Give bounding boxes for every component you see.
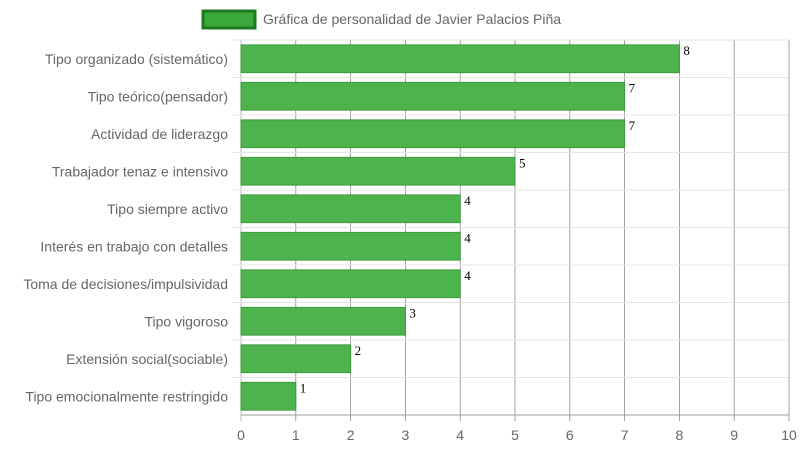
category-label: Tipo vigoroso [144, 313, 228, 329]
x-tick-label: 8 [676, 427, 684, 443]
x-tick-label: 10 [781, 427, 797, 443]
data-label: 4 [464, 193, 471, 208]
x-tick-label: 0 [237, 427, 245, 443]
data-label: 8 [683, 43, 690, 58]
category-label: Tipo teórico(pensador) [88, 88, 228, 104]
bar[interactable] [240, 306, 406, 336]
category-label: Trabajador tenaz e intensivo [52, 163, 228, 179]
data-label: 2 [355, 343, 362, 358]
data-label: 4 [464, 230, 471, 245]
data-label: 1 [300, 380, 307, 395]
x-axis-ticks: 0 1 2 3 4 5 6 7 8 9 10 [237, 427, 797, 443]
bar[interactable] [240, 231, 461, 261]
x-tick-label: 2 [347, 427, 355, 443]
legend-swatch[interactable] [201, 9, 257, 30]
bar[interactable] [240, 44, 680, 74]
x-tick-label: 5 [511, 427, 519, 443]
bar[interactable] [240, 269, 461, 299]
category-label: Tipo emocionalmente restringido [25, 388, 228, 404]
bar[interactable] [240, 344, 352, 374]
x-tick-label: 4 [456, 427, 464, 443]
bar[interactable] [240, 194, 461, 224]
category-label: Toma de decisiones/impulsividad [23, 276, 228, 292]
data-label: 3 [409, 305, 416, 320]
data-labels: 8 7 7 5 4 4 4 3 2 1 [300, 43, 690, 396]
category-label: Interés en trabajo con detalles [40, 238, 228, 254]
data-label: 5 [519, 155, 526, 170]
data-label: 4 [464, 268, 471, 283]
x-tick-label: 7 [621, 427, 629, 443]
category-labels: Tipo organizado (sistemático) Tipo teóric… [23, 51, 228, 405]
bars [240, 44, 680, 411]
x-tick-label: 9 [730, 427, 738, 443]
bar[interactable] [240, 81, 626, 111]
x-tick-label: 3 [402, 427, 410, 443]
data-label: 7 [629, 80, 636, 95]
category-label: Tipo organizado (sistemático) [45, 51, 228, 67]
legend-label[interactable]: Gráfica de personalidad de Javier Palaci… [263, 11, 561, 27]
x-tick-label: 6 [566, 427, 574, 443]
category-label: Tipo siempre activo [107, 201, 228, 217]
bar[interactable] [240, 381, 297, 411]
legend[interactable]: Gráfica de personalidad de Javier Palaci… [201, 9, 561, 30]
x-tick-label: 1 [292, 427, 300, 443]
bar[interactable] [240, 156, 516, 186]
bar[interactable] [240, 119, 626, 149]
category-label: Extensión social(sociable) [66, 351, 228, 367]
data-label: 7 [629, 118, 636, 133]
category-label: Actividad de liderazgo [91, 126, 228, 142]
